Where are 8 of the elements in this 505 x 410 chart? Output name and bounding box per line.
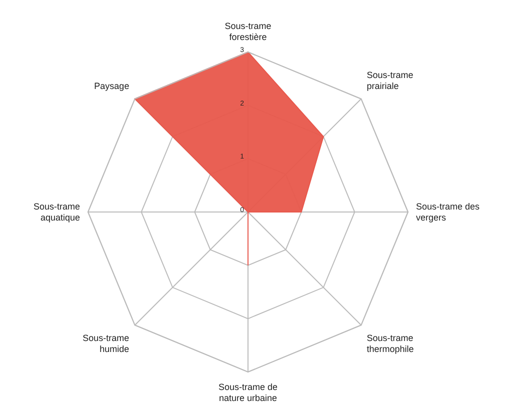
spoke-label: Paysage <box>94 81 130 92</box>
spoke-label: Sous-trame de nature urbaine <box>218 382 278 403</box>
spoke-label: Sous-trame aquatique <box>33 202 80 222</box>
spoke-label: Sous-trame prairiale <box>366 70 414 92</box>
spoke-label: Sous-trame humide <box>82 332 130 354</box>
spoke-label: Sous-trame forestière <box>224 21 272 42</box>
spoke-label: Sous-trame des vergers <box>416 202 480 222</box>
spoke-label: Sous-trame thermophile <box>366 332 414 354</box>
